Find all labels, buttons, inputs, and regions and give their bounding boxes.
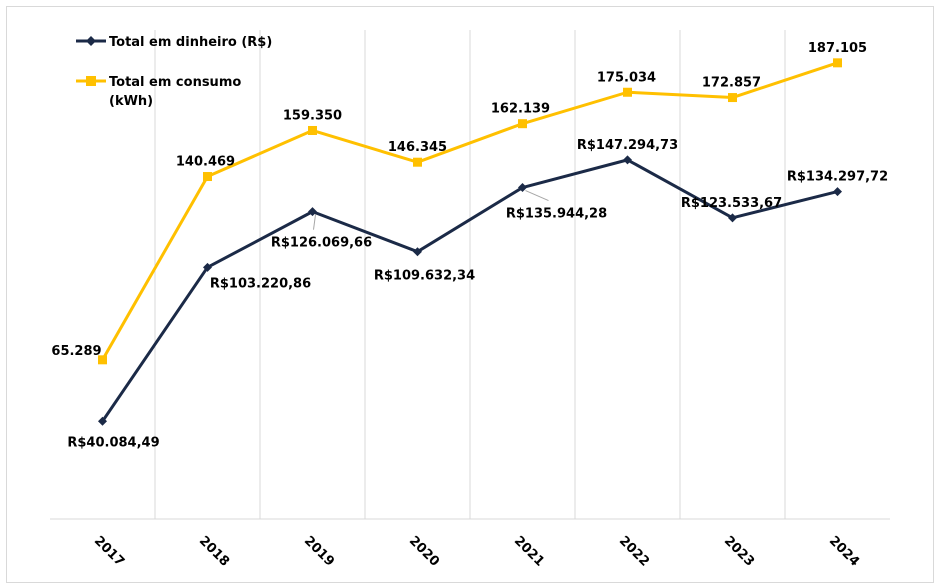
legend-label-consumption-line2: (kWh) xyxy=(109,94,153,109)
series-line-money xyxy=(101,158,838,423)
square-marker-icon xyxy=(86,76,96,86)
leader-line xyxy=(525,190,549,202)
data-label: 159.350 xyxy=(283,108,342,123)
diamond-marker-icon xyxy=(86,36,96,46)
data-label: 162.139 xyxy=(491,102,550,117)
x-tick-label: 2018 xyxy=(196,533,232,569)
data-point-square xyxy=(413,157,422,167)
x-tick-label: 2022 xyxy=(616,533,652,569)
data-point-square xyxy=(203,172,212,182)
data-point-diamond xyxy=(623,155,632,165)
data-point-square xyxy=(728,93,737,103)
data-point-square xyxy=(623,87,632,97)
data-point-diamond xyxy=(203,262,212,272)
x-tick-label: 2021 xyxy=(511,533,547,569)
data-point-diamond xyxy=(308,207,317,217)
series-line-consumption xyxy=(101,61,838,361)
x-tick-label: 2023 xyxy=(721,533,757,569)
data-label: R$40.084,49 xyxy=(67,435,159,450)
x-tick-label: 2019 xyxy=(301,533,337,569)
data-label: 172.857 xyxy=(702,76,761,91)
data-point-square xyxy=(98,355,107,365)
legend: Total em dinheiro (R$) Total em consumo … xyxy=(76,35,272,109)
data-label: 187.105 xyxy=(808,41,867,56)
data-point-square xyxy=(833,58,842,68)
x-axis-ticks: 2017 2018 2019 2020 2021 2022 2023 2024 xyxy=(91,533,862,569)
legend-label-consumption-line1: Total em consumo xyxy=(109,75,241,90)
x-tick-label: 2024 xyxy=(826,533,862,569)
data-point-diamond xyxy=(518,183,527,193)
data-labels: R$40.084,49 R$103.220,86 R$126.069,66 R$109… xyxy=(51,41,888,450)
leader-line xyxy=(313,214,316,230)
series-lines xyxy=(98,58,842,426)
legend-item-consumption[interactable]: Total em consumo (kWh) xyxy=(76,75,241,109)
data-label: 140.469 xyxy=(176,155,235,170)
data-label: R$126.069,66 xyxy=(271,236,372,251)
data-label: 146.345 xyxy=(388,140,447,155)
data-point-diamond xyxy=(728,213,737,223)
data-label: R$109.632,34 xyxy=(374,269,475,284)
data-point-square xyxy=(308,125,317,135)
data-label: R$103.220,86 xyxy=(210,276,311,291)
data-label: 65.289 xyxy=(51,344,101,359)
gridlines xyxy=(50,30,890,520)
legend-item-money[interactable]: Total em dinheiro (R$) xyxy=(76,35,272,50)
data-label: R$135.944,28 xyxy=(506,207,607,222)
x-tick-label: 2017 xyxy=(91,533,127,569)
x-tick-label: 2020 xyxy=(406,533,442,569)
data-point-diamond xyxy=(833,187,842,197)
legend-label-money: Total em dinheiro (R$) xyxy=(109,35,272,50)
data-point-square xyxy=(518,119,527,129)
data-label: R$147.294,73 xyxy=(577,138,678,153)
chart-frame xyxy=(6,6,934,583)
data-label: R$134.297,72 xyxy=(787,170,888,185)
data-point-diamond xyxy=(413,247,422,257)
data-label: R$123.533,67 xyxy=(681,196,782,211)
data-point-diamond xyxy=(98,416,107,426)
data-label: 175.034 xyxy=(597,70,656,85)
